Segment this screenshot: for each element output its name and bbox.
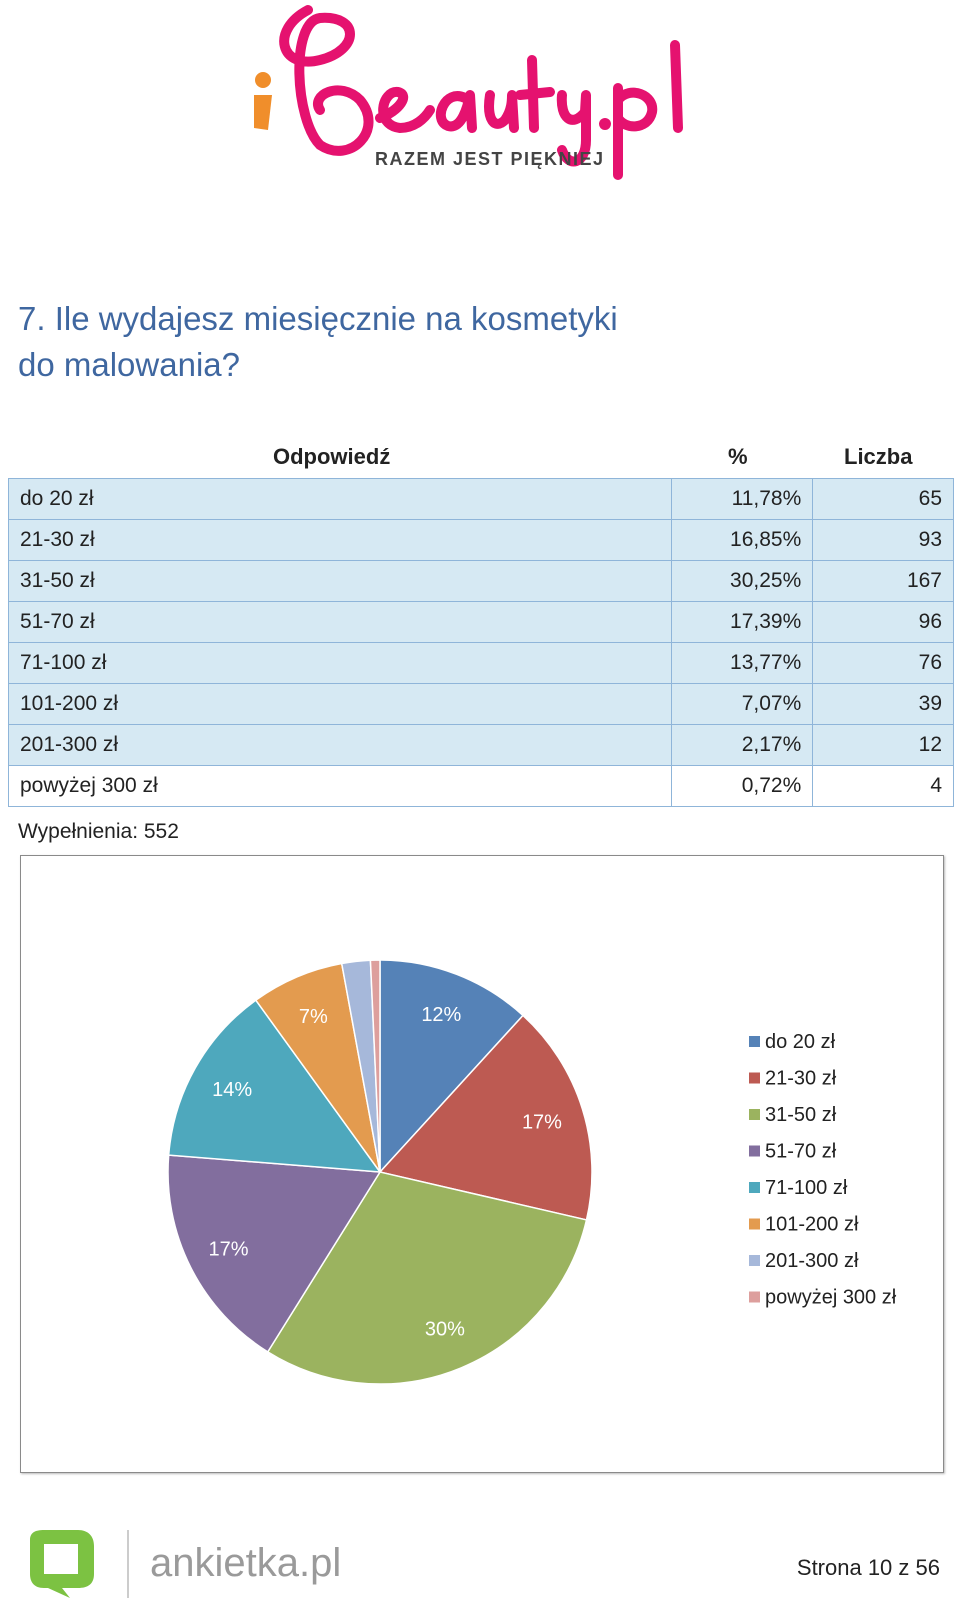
row-label: 51-70 zł <box>8 601 672 643</box>
pie-slice <box>379 959 525 1174</box>
row-percent: 16,85% <box>670 519 814 561</box>
legend-swatch <box>749 1255 760 1266</box>
row-percent: 13,77% <box>670 642 814 684</box>
question-title: 7. Ile wydajesz miesięcznie na kosmetyki… <box>18 296 778 388</box>
row-label: 101-200 zł <box>8 683 672 725</box>
legend-swatch <box>749 1072 760 1084</box>
row-count: 12 <box>812 724 954 766</box>
table-header: Odpowiedź % Liczba <box>8 440 954 472</box>
table-row: 31-50 zł 30,25% 167 <box>8 560 954 602</box>
ibeauty-logo: RAZEM JEST PIĘKNIEJ <box>254 5 683 180</box>
legend-swatch <box>749 1291 760 1303</box>
row-label: 31-50 zł <box>8 560 672 602</box>
pie-chart: 12% 17% 30% 17% 14% 7% do 20 zł 21-30 zł 31-50 z… <box>167 959 897 1385</box>
pie-data-label: 17% <box>209 1238 249 1260</box>
ankietka-logo: ankietka.pl <box>30 1530 341 1598</box>
legend-label: 51-70 zł <box>765 1141 837 1163</box>
pie-slice <box>167 999 382 1173</box>
row-percent: 17,39% <box>670 601 814 643</box>
table-row: do 20 zł 11,78% 65 <box>8 478 954 520</box>
answers-table: do 20 zł 11,78% 65 21-30 zł 16,85% 93 31-50 … <box>8 478 954 807</box>
legend-label: 201-300 zł <box>765 1250 859 1272</box>
row-label: powyżej 300 zł <box>8 765 672 807</box>
table-row: 201-300 zł 2,17% 12 <box>8 724 954 766</box>
question-title-line-2: do malowania? <box>18 346 240 383</box>
legend-swatch <box>749 1145 760 1157</box>
row-percent: 2,17% <box>670 724 814 766</box>
legend-swatch <box>749 1182 760 1193</box>
row-count: 65 <box>812 478 954 520</box>
row-label: 201-300 zł <box>8 724 672 766</box>
fills-count: Wypełnienia: 552 <box>18 820 179 843</box>
legend-swatch <box>749 1109 760 1120</box>
legend-label: powyżej 300 zł <box>765 1287 897 1309</box>
row-count: 4 <box>812 765 954 807</box>
table-row: 21-30 zł 16,85% 93 <box>8 519 954 561</box>
table-row: 101-200 zł 7,07% 39 <box>8 683 954 725</box>
footer-logo-text: ankietka.pl <box>150 1541 341 1585</box>
row-percent: 30,25% <box>670 560 814 602</box>
legend-label: 101-200 zł <box>765 1214 859 1236</box>
row-count: 96 <box>812 601 954 643</box>
row-label: 71-100 zł <box>8 642 672 684</box>
legend-label: 21-30 zł <box>765 1068 837 1090</box>
row-percent: 11,78% <box>670 478 814 520</box>
legend-label: 71-100 zł <box>765 1177 848 1199</box>
legend-label: 31-50 zł <box>765 1104 837 1126</box>
pie-data-label: 30% <box>425 1319 465 1341</box>
legend-label: do 20 zł <box>765 1031 836 1053</box>
table-row: 71-100 zł 13,77% 76 <box>8 642 954 684</box>
logo-tagline: RAZEM JEST PIĘKNIEJ <box>375 149 605 169</box>
pie-data-label: 17% <box>522 1112 562 1134</box>
page-number: Strona 10 z 56 <box>796 1555 940 1580</box>
column-header-count: Liczba <box>844 444 913 469</box>
row-label: do 20 zł <box>8 478 672 520</box>
pie-slice <box>369 959 381 1173</box>
row-count: 76 <box>812 642 954 684</box>
row-percent: 7,07% <box>670 683 814 725</box>
pie-data-label: 12% <box>421 1004 461 1026</box>
row-count: 167 <box>812 560 954 602</box>
pie-slice <box>167 1154 382 1353</box>
column-header-answer: Odpowiedź <box>273 444 391 469</box>
row-percent: 0,72% <box>670 765 814 807</box>
pie-data-label: 14% <box>212 1079 252 1101</box>
table-row: powyżej 300 zł 0,72% 4 <box>8 765 954 807</box>
legend-swatch <box>749 1036 760 1047</box>
column-header-percent: % <box>728 444 748 469</box>
row-count: 93 <box>812 519 954 561</box>
pie-slice <box>378 1014 593 1221</box>
legend-swatch <box>749 1218 760 1230</box>
table-row: 51-70 zł 17,39% 96 <box>8 601 954 643</box>
pie-chart-frame: 12% 17% 30% 17% 14% 7% do 20 zł 21-30 zł 31-50 z… <box>20 855 944 1473</box>
row-count: 39 <box>812 683 954 725</box>
row-label: 21-30 zł <box>8 519 672 561</box>
question-title-line-1: 7. Ile wydajesz miesięcznie na kosmetyki <box>18 300 618 337</box>
pie-data-label: 7% <box>299 1006 328 1028</box>
